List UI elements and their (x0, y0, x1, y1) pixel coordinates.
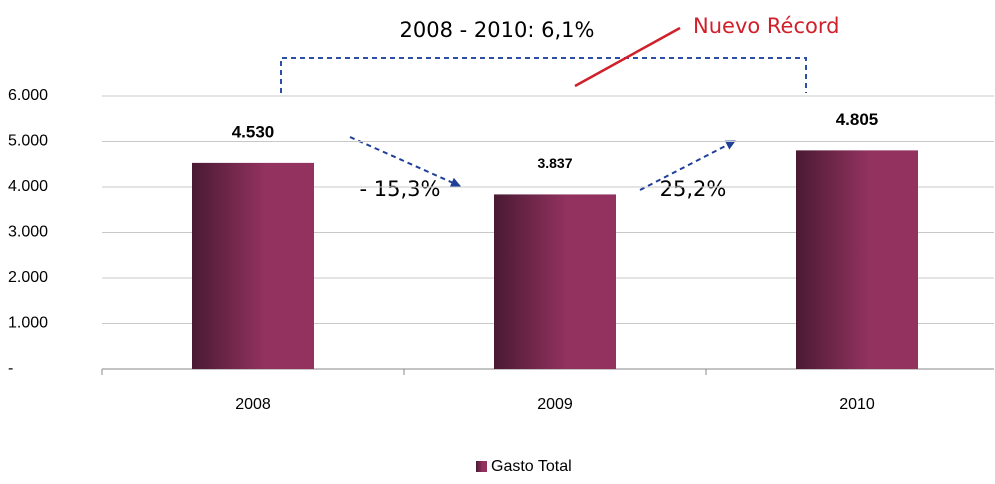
legend-label: Gasto Total (491, 458, 572, 475)
record-label: Nuevo Récord (693, 14, 839, 38)
bar (192, 162, 314, 369)
y-tick-label: 4.000 (8, 178, 48, 195)
value-label: 4.805 (836, 110, 879, 129)
record-pointer (574, 26, 681, 88)
y-tick-label: 1.000 (8, 315, 48, 332)
x-tick-label: 2008 (235, 396, 271, 413)
legend-swatch (476, 461, 487, 472)
y-tick-label: 5.000 (8, 133, 48, 150)
y-tick-label: 6.000 (8, 87, 48, 104)
y-tick-label: 3.000 (8, 224, 48, 241)
value-label: 3.837 (537, 155, 572, 171)
bar (796, 150, 918, 369)
bracket (280, 57, 807, 93)
y-tick-label: - (8, 360, 13, 377)
down-arrow (349, 136, 461, 187)
change-2009: - 15,3% (360, 177, 441, 201)
change-2010: 25,2% (660, 177, 727, 201)
y-tick-label: 2.000 (8, 269, 48, 286)
x-tick-label: 2010 (839, 396, 875, 413)
period-change: 2008 - 2010: 6,1% (400, 18, 595, 42)
bar (494, 194, 616, 369)
value-label: 4.530 (232, 122, 275, 141)
x-tick-label: 2009 (537, 396, 573, 413)
